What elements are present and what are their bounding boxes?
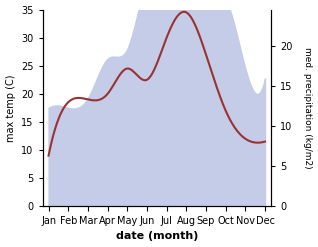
Y-axis label: max temp (C): max temp (C) — [5, 74, 16, 142]
X-axis label: date (month): date (month) — [116, 231, 198, 242]
Y-axis label: med. precipitation (kg/m2): med. precipitation (kg/m2) — [303, 47, 313, 169]
